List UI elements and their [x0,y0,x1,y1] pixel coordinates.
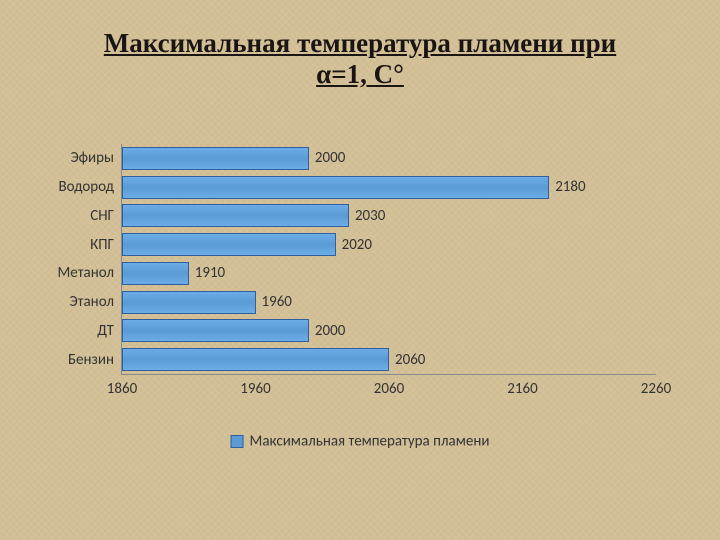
chart-title: Максимальная температура пламени при α=1… [36,28,684,90]
bar [122,348,389,371]
bar [122,262,189,285]
category-label: Водород [58,178,122,196]
bar [122,204,349,227]
bar-row: Метанол1910 [122,262,656,285]
bar [122,233,336,256]
value-label: 1960 [256,293,292,311]
bar-row: ДТ2000 [122,319,656,342]
value-label: 2000 [309,322,345,340]
legend-swatch [231,435,244,448]
bar-row: Бензин2060 [122,348,656,371]
category-label: Бензин [68,351,122,369]
x-tick: 1860 [107,374,137,398]
bar-row: Эфиры2000 [122,147,656,170]
category-label: Эфиры [70,149,122,167]
x-tick: 2260 [641,374,671,398]
value-label: 2020 [336,236,372,254]
x-tick: 1960 [240,374,270,398]
value-label: 2030 [349,207,385,225]
value-label: 2060 [389,351,425,369]
bar [122,291,256,314]
title-line-2: α=1, С° [316,59,404,89]
category-label: КПГ [90,236,122,254]
value-label: 2000 [309,149,345,167]
category-label: СНГ [90,207,122,225]
legend: Максимальная температура пламени [231,432,490,450]
bar [122,147,309,170]
legend-text: Максимальная температура пламени [250,432,490,450]
bar-row: КПГ2020 [122,233,656,256]
bar [122,319,309,342]
bar-row: СНГ2030 [122,204,656,227]
x-tick: 2160 [507,374,537,398]
category-label: ДТ [97,322,122,340]
category-label: Этанол [69,293,122,311]
category-label: Метанол [57,264,122,282]
plot-area: Эфиры2000 Водород2180 СНГ2030 КПГ2020 Метано… [121,144,656,375]
x-tick: 2060 [374,374,404,398]
title-line-1: Максимальная температура пламени при [104,28,616,58]
bar [122,176,549,199]
value-label: 1910 [189,264,225,282]
value-label: 2180 [549,178,585,196]
bar-row: Водород2180 [122,176,656,199]
bar-row: Этанол1960 [122,291,656,314]
